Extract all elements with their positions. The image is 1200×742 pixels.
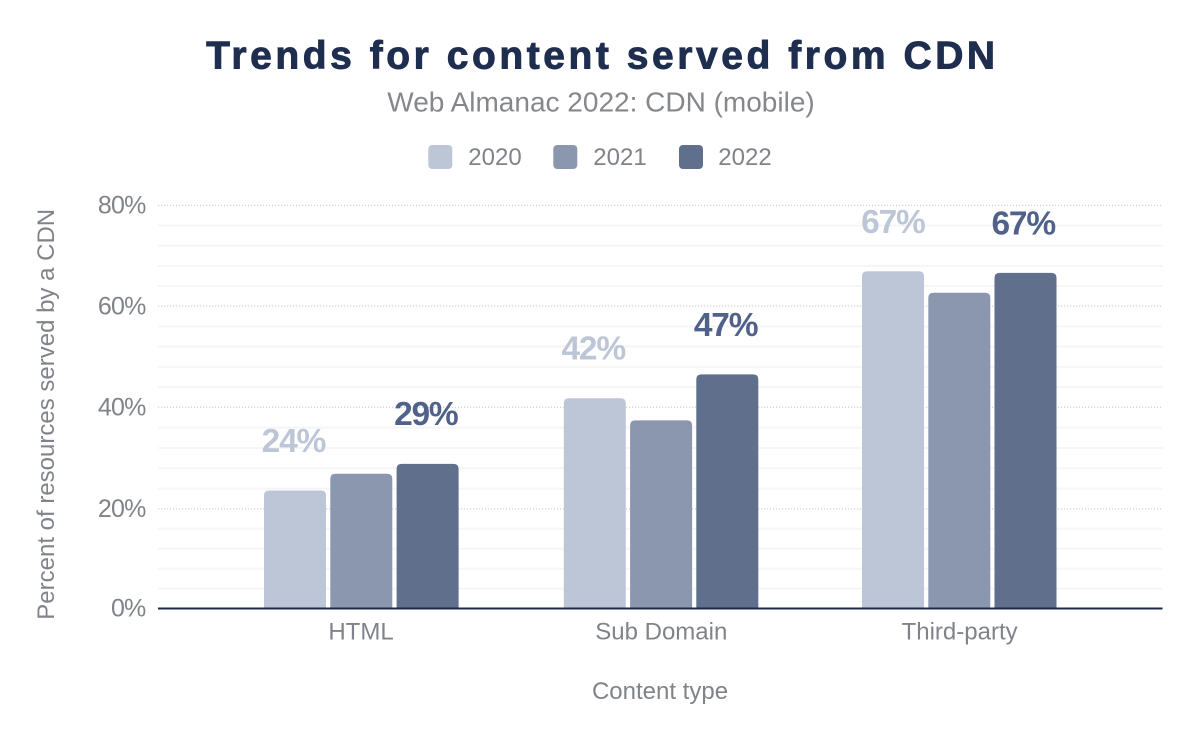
svg-text:Trends for content served from: Trends for content served from CDN [206, 35, 998, 78]
svg-text:Content type: Content type [592, 678, 728, 705]
svg-text:42%: 42% [561, 331, 625, 368]
svg-text:40%: 40% [98, 393, 146, 421]
svg-text:0%: 0% [111, 595, 146, 623]
svg-text:2020: 2020 [468, 144, 521, 171]
svg-text:60%: 60% [98, 292, 146, 320]
svg-text:80%: 80% [98, 192, 146, 220]
svg-text:HTML: HTML [328, 619, 393, 646]
svg-text:24%: 24% [262, 423, 326, 460]
svg-text:Third-party: Third-party [902, 619, 1018, 646]
svg-text:20%: 20% [98, 495, 146, 523]
svg-text:2021: 2021 [593, 144, 646, 171]
svg-text:Web Almanac 2022: CDN (mobile): Web Almanac 2022: CDN (mobile) [387, 87, 814, 118]
svg-text:2022: 2022 [718, 144, 771, 171]
svg-text:67%: 67% [861, 204, 925, 241]
svg-text:67%: 67% [991, 205, 1055, 242]
svg-text:Percent of resources served by: Percent of resources served by a CDN [33, 209, 60, 620]
svg-text:29%: 29% [394, 396, 458, 433]
svg-text:Sub Domain: Sub Domain [595, 619, 727, 646]
svg-text:47%: 47% [694, 307, 758, 344]
